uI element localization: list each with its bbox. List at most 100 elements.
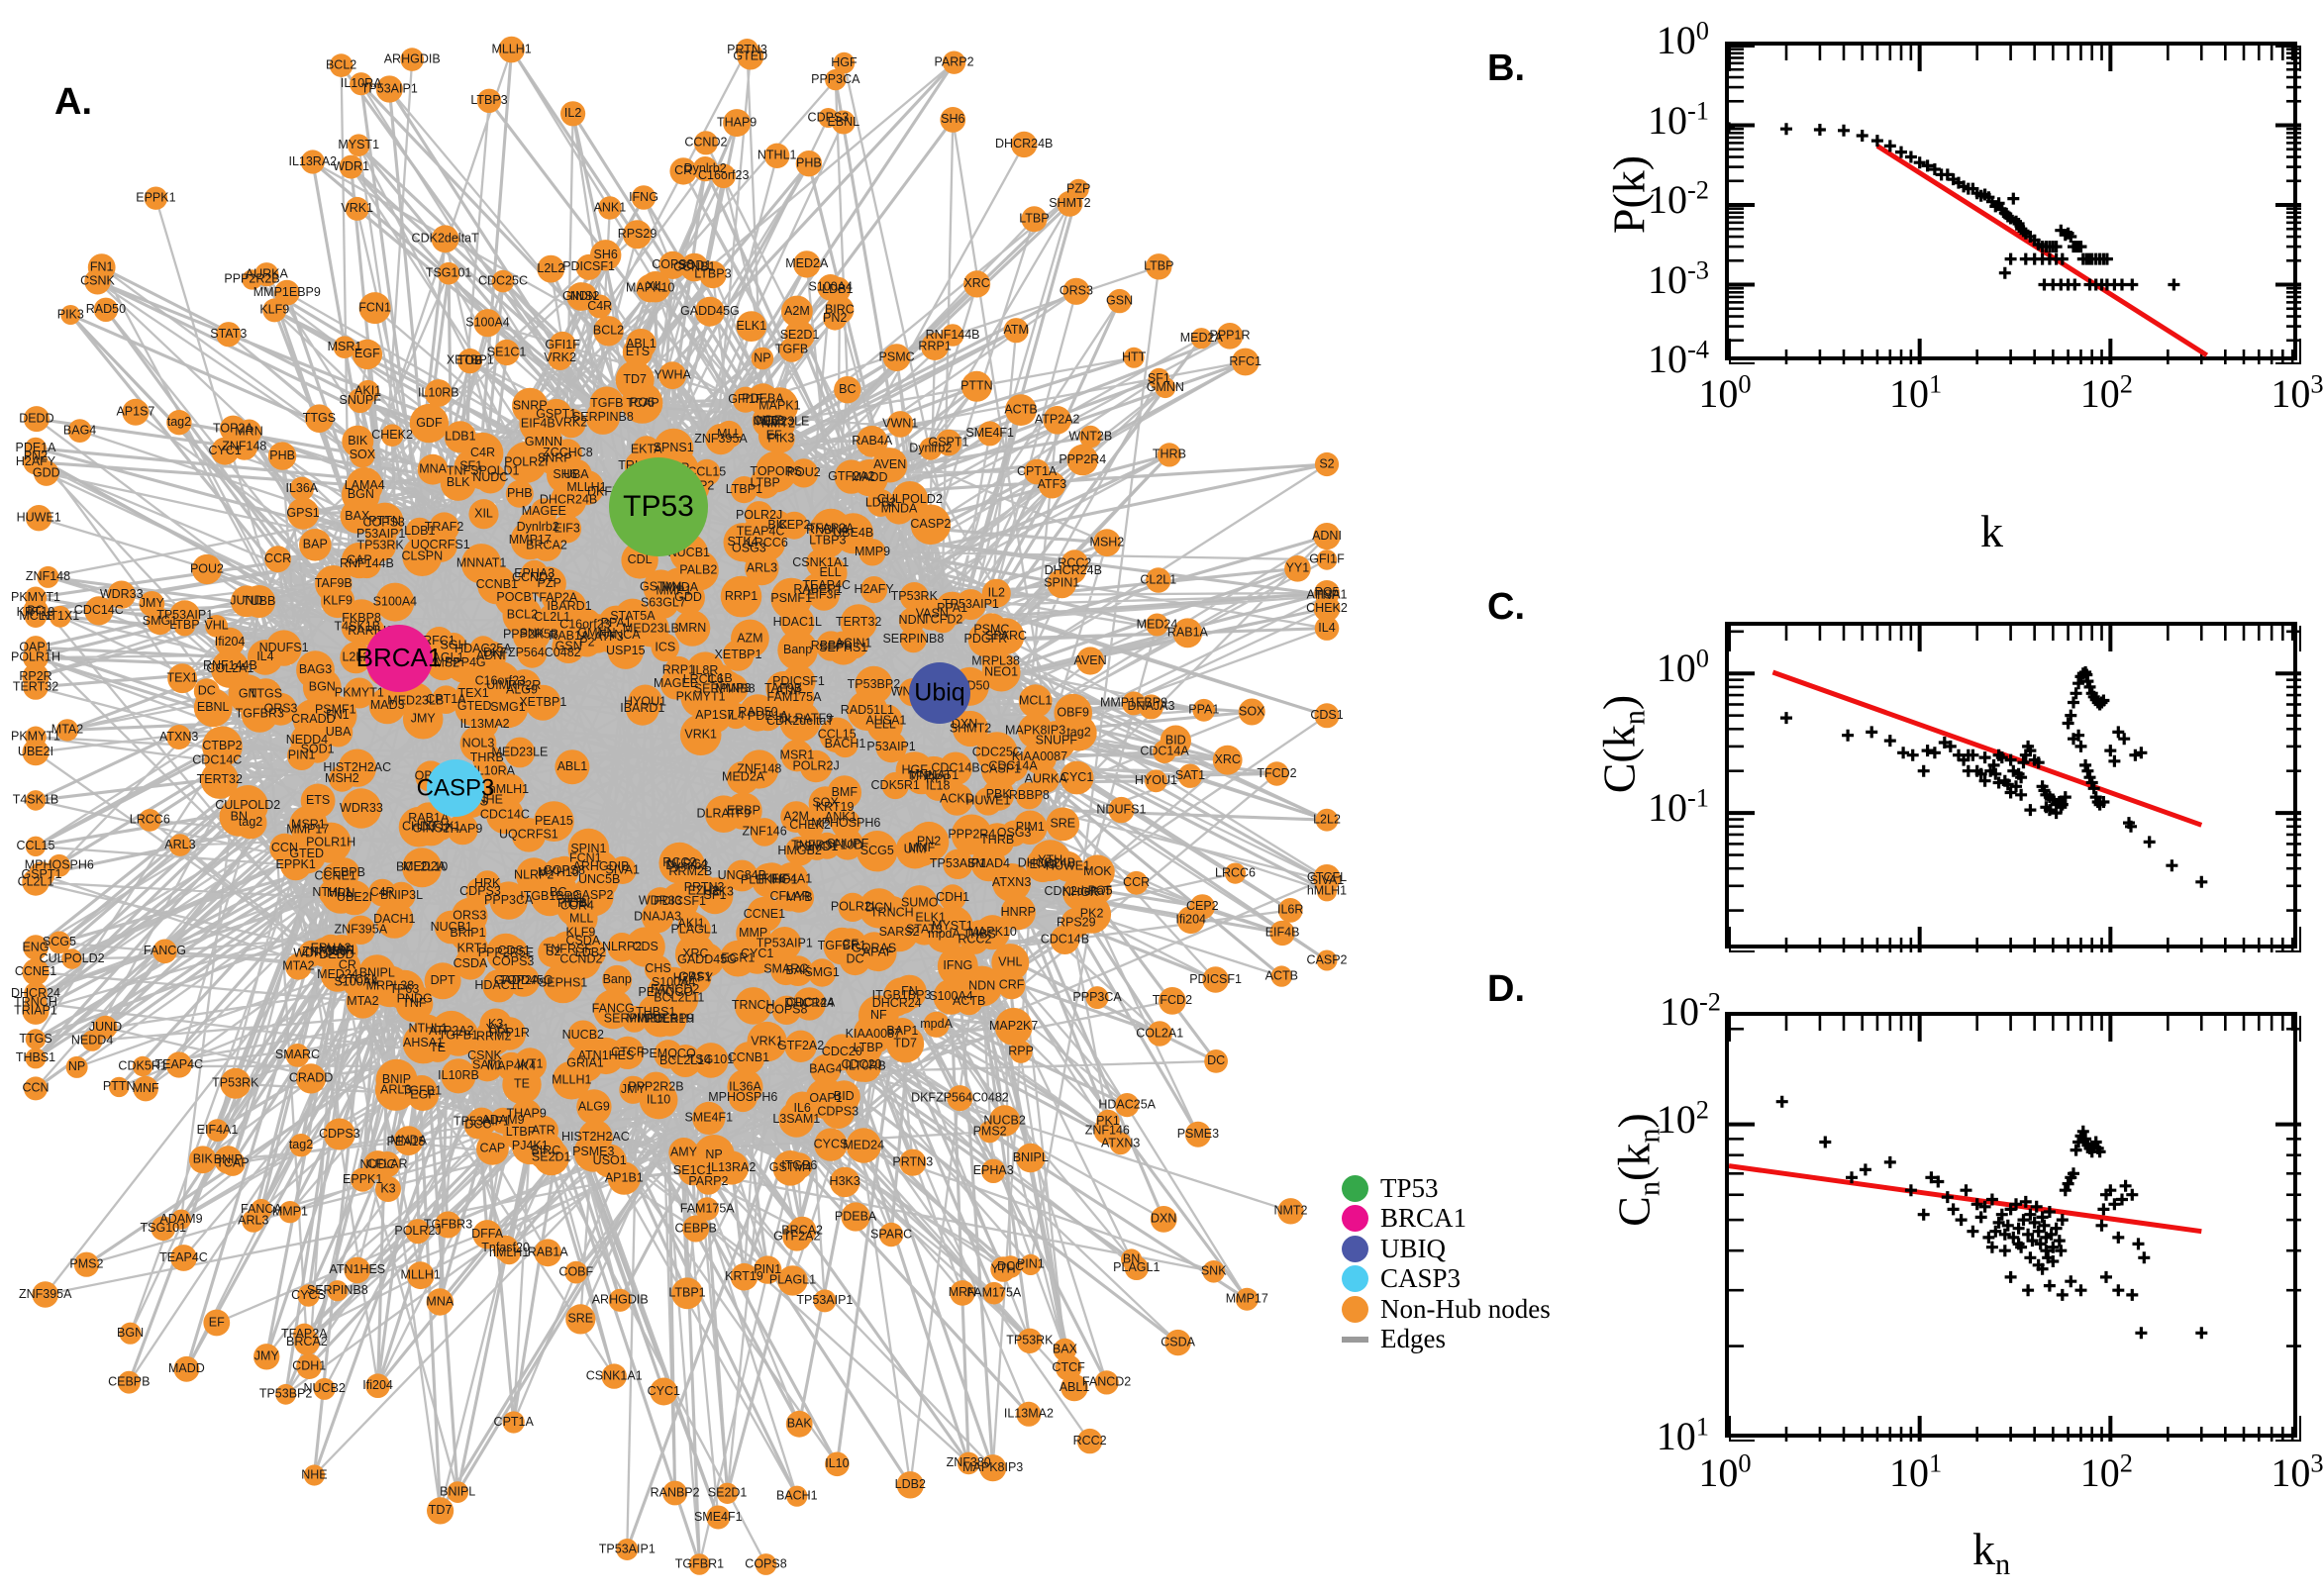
hub-node-casp3[interactable] [427, 759, 484, 817]
network-node[interactable] [397, 682, 435, 720]
network-node[interactable] [48, 853, 71, 877]
network-node[interactable] [841, 1202, 870, 1232]
network-node[interactable] [622, 337, 654, 367]
network-node[interactable] [374, 1151, 401, 1178]
network-node[interactable] [994, 1007, 1033, 1046]
network-node[interactable] [253, 1344, 280, 1370]
network-node[interactable] [492, 1017, 527, 1050]
network-node[interactable] [858, 888, 899, 929]
network-node[interactable] [23, 674, 49, 700]
network-node[interactable] [671, 1277, 703, 1310]
network-node[interactable] [560, 940, 602, 980]
network-node[interactable] [1172, 618, 1203, 648]
network-node[interactable] [825, 68, 847, 91]
network-node[interactable] [747, 383, 779, 415]
network-node[interactable] [858, 539, 886, 566]
network-node[interactable] [302, 667, 342, 707]
network-node[interactable] [1224, 862, 1247, 884]
network-node[interactable] [510, 520, 550, 560]
network-node[interactable] [1066, 444, 1099, 476]
network-node[interactable] [631, 185, 656, 210]
network-node[interactable] [777, 1265, 808, 1296]
hub-node-brca1[interactable] [365, 625, 433, 692]
network-node[interactable] [1277, 1198, 1304, 1225]
network-node[interactable] [774, 862, 809, 897]
network-node[interactable] [668, 1045, 702, 1077]
network-node[interactable] [341, 542, 377, 579]
network-node[interactable] [781, 295, 813, 328]
network-node[interactable] [650, 1377, 678, 1406]
network-node[interactable] [405, 517, 434, 546]
network-node[interactable] [730, 1262, 758, 1291]
network-node[interactable] [1314, 451, 1340, 477]
network-node[interactable] [1316, 881, 1338, 902]
network-node[interactable] [1115, 1093, 1140, 1118]
network-node[interactable] [93, 1015, 118, 1040]
network-node[interactable] [345, 196, 369, 221]
network-node[interactable] [1148, 367, 1170, 390]
network-node[interactable] [502, 1114, 540, 1151]
network-node[interactable] [22, 958, 50, 986]
network-node[interactable] [999, 1255, 1022, 1278]
network-node[interactable] [578, 1120, 613, 1154]
network-node[interactable] [65, 1055, 88, 1078]
network-node[interactable] [339, 154, 363, 179]
network-node[interactable] [61, 948, 82, 969]
network-node[interactable] [165, 1051, 192, 1078]
network-node[interactable] [413, 1014, 443, 1044]
network-node[interactable] [731, 619, 769, 658]
network-node[interactable] [1043, 406, 1071, 435]
network-node[interactable] [834, 928, 867, 961]
network-node[interactable] [1055, 1354, 1082, 1381]
network-node[interactable] [901, 885, 938, 922]
network-node[interactable] [213, 649, 247, 682]
network-node[interactable] [678, 960, 712, 994]
network-node[interactable] [728, 1083, 758, 1113]
network-node[interactable] [711, 163, 736, 188]
network-node[interactable] [364, 518, 397, 550]
hub-node-tp53[interactable] [609, 457, 708, 556]
network-node[interactable] [341, 611, 373, 644]
network-node[interactable] [1005, 394, 1037, 426]
network-node[interactable] [67, 419, 92, 443]
network-node[interactable] [23, 406, 50, 433]
network-node[interactable] [827, 803, 856, 832]
network-node[interactable] [25, 790, 47, 811]
network-node[interactable] [853, 1014, 893, 1054]
network-node[interactable] [1146, 613, 1168, 637]
network-node[interactable] [351, 1167, 375, 1192]
network-node[interactable] [784, 1030, 817, 1063]
network-node[interactable] [1094, 1370, 1119, 1395]
network-node[interactable] [24, 1076, 48, 1101]
network-node[interactable] [1015, 782, 1044, 810]
network-node[interactable] [297, 1284, 320, 1307]
network-node[interactable] [939, 884, 966, 912]
network-node[interactable] [200, 760, 239, 799]
network-node[interactable] [1204, 1049, 1228, 1073]
network-node[interactable] [1192, 698, 1216, 722]
network-node[interactable] [795, 987, 826, 1019]
network-node[interactable] [647, 973, 685, 1012]
network-node[interactable] [313, 1377, 336, 1400]
network-node[interactable] [476, 1133, 509, 1165]
network-node[interactable] [205, 615, 229, 638]
network-node[interactable] [671, 580, 705, 615]
network-node[interactable] [117, 1370, 141, 1394]
network-node[interactable] [977, 421, 1003, 447]
network-node[interactable] [497, 1242, 521, 1265]
network-node[interactable] [677, 913, 711, 947]
network-node[interactable] [347, 134, 370, 156]
network-node[interactable] [1096, 1109, 1120, 1134]
network-node[interactable] [745, 501, 774, 531]
network-node[interactable] [203, 1309, 231, 1337]
network-node[interactable] [285, 953, 312, 980]
network-node[interactable] [947, 1085, 973, 1112]
network-node[interactable] [22, 868, 50, 896]
network-node[interactable] [601, 1363, 627, 1389]
network-node[interactable] [755, 1553, 777, 1575]
network-node[interactable] [22, 739, 50, 766]
network-node[interactable] [564, 1260, 588, 1284]
network-node[interactable] [951, 814, 992, 855]
network-node[interactable] [857, 831, 898, 872]
network-node[interactable] [795, 150, 823, 177]
